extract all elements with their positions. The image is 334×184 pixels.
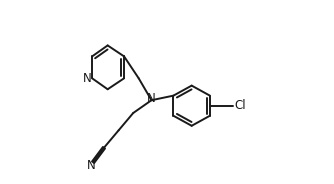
Text: N: N xyxy=(83,72,92,85)
Text: N: N xyxy=(87,159,96,171)
Text: Cl: Cl xyxy=(234,99,246,112)
Text: N: N xyxy=(147,92,156,105)
